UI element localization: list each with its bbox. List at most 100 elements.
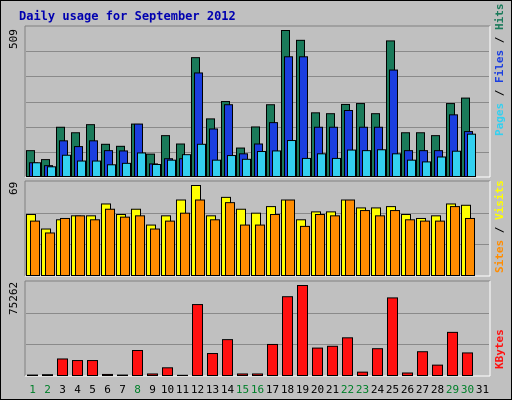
- bar-kbytes: [342, 337, 353, 377]
- bar-sites: [435, 220, 445, 276]
- bar-pages: [92, 160, 101, 178]
- bar-pages: [467, 133, 476, 177]
- x-tick-label: 30: [461, 383, 474, 396]
- panel-2: 69 Sites / Visits: [7, 180, 506, 277]
- x-tick-label: 2: [44, 383, 51, 396]
- bar-sites: [195, 199, 205, 276]
- bar-pages: [377, 149, 386, 178]
- bar-pages: [422, 161, 431, 177]
- bar-pages: [452, 150, 461, 177]
- bar-kbytes: [402, 372, 413, 377]
- bar-sites: [60, 217, 70, 276]
- bar-kbytes: [132, 350, 143, 377]
- bar-kbytes: [57, 358, 68, 377]
- bar-sites: [450, 206, 460, 277]
- bar-pages: [302, 157, 311, 178]
- x-tick-label: 22: [341, 383, 354, 396]
- bar-pages: [182, 154, 191, 178]
- x-axis: 1 2 3 4 5 6 7 8 9 10 11 12 13 14 15 16 17 18 19 20 21 22 23 24 2…: [29, 383, 489, 396]
- bar-sites: [345, 199, 355, 276]
- bar-sites: [105, 208, 115, 277]
- bar-kbytes: [252, 373, 263, 377]
- bar-sites: [120, 216, 130, 276]
- page-title: Daily usage for September 2012: [19, 9, 236, 23]
- x-tick-label: 20: [311, 383, 324, 396]
- x-tick-label: 27: [416, 383, 429, 396]
- bar-sites: [285, 199, 295, 276]
- bar-sites: [315, 214, 325, 277]
- x-tick-label: 13: [206, 383, 219, 396]
- bar-pages: [227, 155, 236, 178]
- bar-pages: [332, 157, 341, 178]
- bar-pages: [167, 159, 176, 177]
- bar-sites: [180, 212, 190, 276]
- x-tick-label: 17: [266, 383, 279, 396]
- bar-kbytes: [462, 352, 473, 376]
- bar-sites: [390, 210, 400, 276]
- legend-hits: Hits: [493, 4, 506, 31]
- y-max-label-kbytes: 75262: [7, 282, 20, 315]
- panel-3: 75262 KBytes: [7, 280, 506, 377]
- bar-kbytes: [237, 373, 248, 377]
- legend-files: Files: [493, 50, 506, 83]
- bar-pages: [152, 164, 161, 178]
- x-tick-label: 25: [386, 383, 399, 396]
- bar-kbytes: [267, 343, 278, 376]
- x-tick-label: 5: [89, 383, 96, 396]
- bar-sites: [300, 225, 310, 277]
- bar-kbytes: [447, 331, 458, 376]
- bar-sites: [330, 215, 340, 276]
- legend-kbytes: KBytes: [493, 329, 506, 369]
- x-tick-label: 4: [74, 383, 81, 396]
- legend-sites: Sites: [493, 240, 506, 273]
- x-tick-label: 8: [134, 383, 141, 396]
- bar-kbytes: [102, 373, 113, 377]
- bar-pages: [347, 149, 356, 178]
- bar-sites: [465, 217, 475, 276]
- x-tick-label: 11: [176, 383, 189, 396]
- legend-separator: /: [493, 220, 506, 240]
- bar-kbytes: [192, 304, 203, 376]
- bar-kbytes: [312, 347, 323, 377]
- bar-kbytes: [222, 339, 233, 376]
- x-tick-label: 18: [281, 383, 294, 396]
- bar-sites: [30, 220, 40, 276]
- bar-pages: [437, 156, 446, 177]
- bar-pages: [62, 154, 71, 178]
- panel-background: [25, 281, 490, 376]
- bar-kbytes: [72, 360, 83, 377]
- bar-kbytes: [297, 285, 308, 376]
- x-tick-label: 12: [191, 383, 204, 396]
- legend-visits: Visits: [493, 180, 506, 220]
- bar-pages: [122, 162, 131, 178]
- bar-kbytes: [432, 364, 443, 376]
- x-tick-label: 19: [296, 383, 309, 396]
- panel-1: 509 Pages / Files / Hits: [7, 4, 506, 178]
- legend-hits-files-pages: Pages / Files / Hits: [493, 4, 506, 137]
- bar-pages: [212, 159, 221, 177]
- bar-kbytes: [282, 296, 293, 376]
- x-tick-label: 28: [431, 383, 444, 396]
- bar-pages: [287, 140, 296, 178]
- x-tick-label: 24: [371, 383, 385, 396]
- y-max-label-visits: 69: [7, 182, 20, 195]
- x-tick-label: 1: [29, 383, 36, 396]
- bar-sites: [270, 214, 280, 277]
- x-tick-label: 23: [356, 383, 369, 396]
- x-tick-label: 29: [446, 383, 459, 396]
- bar-pages: [407, 159, 416, 177]
- x-tick-label: 16: [251, 383, 264, 396]
- x-tick-label: 14: [221, 383, 235, 396]
- bar-pages: [77, 160, 86, 178]
- bar-sites: [360, 210, 370, 276]
- bar-pages: [272, 150, 281, 177]
- legend-pages: Pages: [493, 103, 506, 136]
- x-tick-label: 3: [59, 383, 66, 396]
- bar-kbytes: [207, 353, 218, 376]
- x-tick-label: 6: [104, 383, 111, 396]
- bar-sites: [45, 232, 55, 276]
- bar-pages: [197, 143, 206, 178]
- bar-sites: [375, 215, 385, 276]
- x-tick-label: 26: [401, 383, 414, 396]
- bar-kbytes: [162, 367, 173, 376]
